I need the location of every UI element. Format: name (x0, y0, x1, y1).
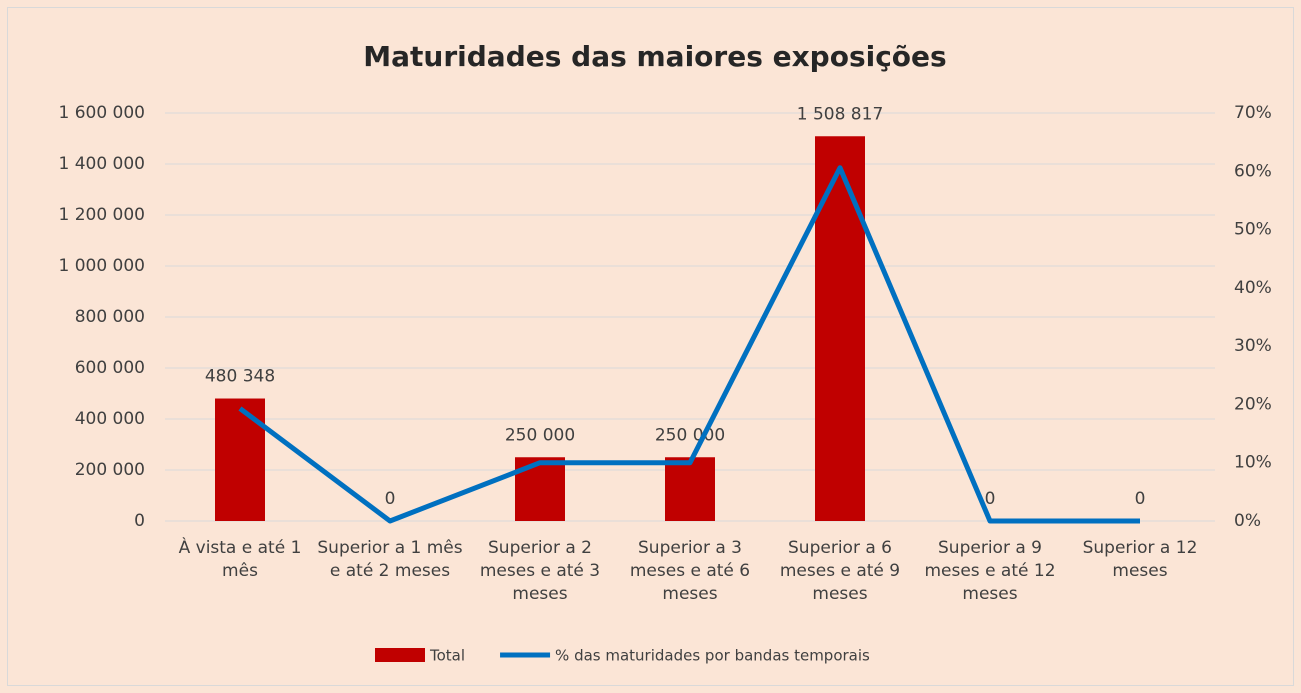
y2-tick-label: 40% (1234, 278, 1272, 298)
y-tick-label: 400 000 (75, 409, 145, 429)
legend-label: % das maturidades por bandas temporais (555, 647, 870, 665)
x-tick-label: Superior a 3 meses e até 6 meses (629, 538, 751, 604)
y2-tick-label: 10% (1234, 453, 1272, 473)
y2-tick-label: 70% (1234, 103, 1272, 123)
value-label: 480 348 (205, 367, 275, 387)
value-label: 250 000 (655, 425, 725, 445)
y-tick-label: 800 000 (75, 307, 145, 327)
y-tick-label: 1 400 000 (58, 154, 145, 174)
value-label: 0 (385, 489, 396, 509)
bar (515, 457, 565, 521)
frame (7, 7, 1294, 686)
value-label: 250 000 (505, 425, 575, 445)
y-tick-label: 1 600 000 (58, 103, 145, 123)
y2-tick-label: 0% (1234, 511, 1261, 531)
x-tick-label: Superior a 9 meses e até 12 meses (924, 538, 1056, 604)
y2-tick-label: 20% (1234, 394, 1272, 414)
x-tick-label: Superior a 12 meses (1082, 538, 1198, 581)
x-tick-label: Superior a 6 meses e até 9 meses (779, 538, 901, 604)
y2-tick-label: 50% (1234, 220, 1272, 240)
x-tick-label: Superior a 1 mês e até 2 meses (317, 538, 463, 581)
x-tick-label: À vista e até 1 mês (178, 538, 302, 581)
legend-label: Total (429, 647, 465, 665)
bar (665, 457, 715, 521)
value-label: 1 508 817 (797, 104, 884, 124)
y2-tick-label: 60% (1234, 161, 1272, 181)
legend-swatch (375, 648, 425, 662)
y-tick-label: 0 (134, 511, 145, 531)
y-tick-label: 1 200 000 (58, 205, 145, 225)
y-tick-label: 600 000 (75, 358, 145, 378)
y2-tick-label: 30% (1234, 336, 1272, 356)
y-tick-label: 200 000 (75, 460, 145, 480)
value-label: 0 (1135, 489, 1146, 509)
x-tick-label: Superior a 2 meses e até 3 meses (479, 538, 601, 604)
y-tick-label: 1 000 000 (58, 256, 145, 276)
bar (215, 398, 265, 521)
chart-title: Maturidades das maiores exposições (363, 40, 946, 73)
value-label: 0 (985, 489, 996, 509)
bar (815, 136, 865, 522)
line (238, 165, 1140, 524)
